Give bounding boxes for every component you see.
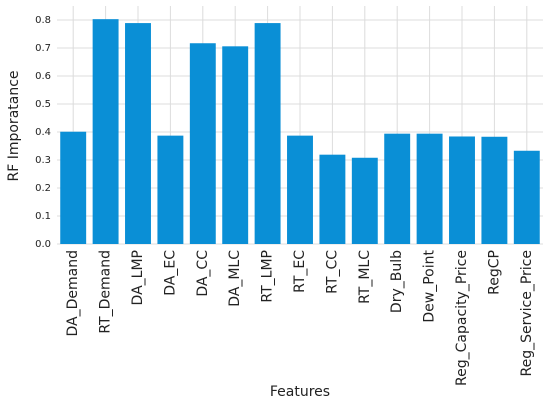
y-tick-label: 0.2 (35, 183, 51, 194)
bar (319, 154, 346, 244)
bar (222, 46, 249, 244)
bar (254, 23, 281, 244)
y-tick-label: 0.6 (35, 71, 51, 82)
bar (513, 150, 540, 244)
bar (125, 23, 151, 244)
bar (60, 131, 87, 244)
bar (449, 136, 475, 244)
y-tick-label: 0.0 (35, 239, 51, 250)
x-tick-label: RT_EC (292, 250, 308, 293)
x-tick-label: RegCP (486, 250, 502, 295)
y-axis-label: RF Imporatance (6, 70, 22, 181)
y-tick-label: 0.5 (35, 99, 51, 110)
bar (157, 135, 184, 244)
x-tick-label: Reg_Service_Price (519, 250, 535, 377)
bar (481, 136, 508, 244)
y-tick-label: 0.8 (35, 15, 51, 26)
x-tick-label: DA_LMP (130, 250, 146, 305)
x-tick-label: Dew_Point (422, 249, 438, 322)
x-tick-label: RT_MLC (357, 250, 373, 304)
x-tick-label: Reg_Capacity_Price (454, 250, 470, 386)
y-tick-label: 0.3 (35, 155, 51, 166)
x-axis-label: Features (270, 384, 330, 400)
x-tick-label: Dry_Bulb (389, 250, 405, 313)
bar (92, 19, 119, 244)
x-tick-label: DA_Demand (65, 250, 81, 336)
x-tick-label: RT_Demand (98, 250, 114, 334)
y-tick-label: 0.7 (35, 43, 51, 54)
bar (416, 133, 443, 244)
x-tick-label: DA_CC (195, 250, 211, 297)
y-tick-label: 0.4 (35, 127, 51, 138)
bar (351, 157, 378, 244)
y-tick-label: 0.1 (35, 211, 51, 222)
x-tick-label: RT_CC (324, 250, 340, 294)
x-tick-label: RT_LMP (260, 250, 276, 303)
x-tick-label: DA_MLC (227, 250, 243, 307)
x-tick-label: DA_EC (162, 250, 178, 296)
bar (287, 135, 313, 244)
bar (384, 133, 411, 244)
bar (189, 43, 216, 244)
